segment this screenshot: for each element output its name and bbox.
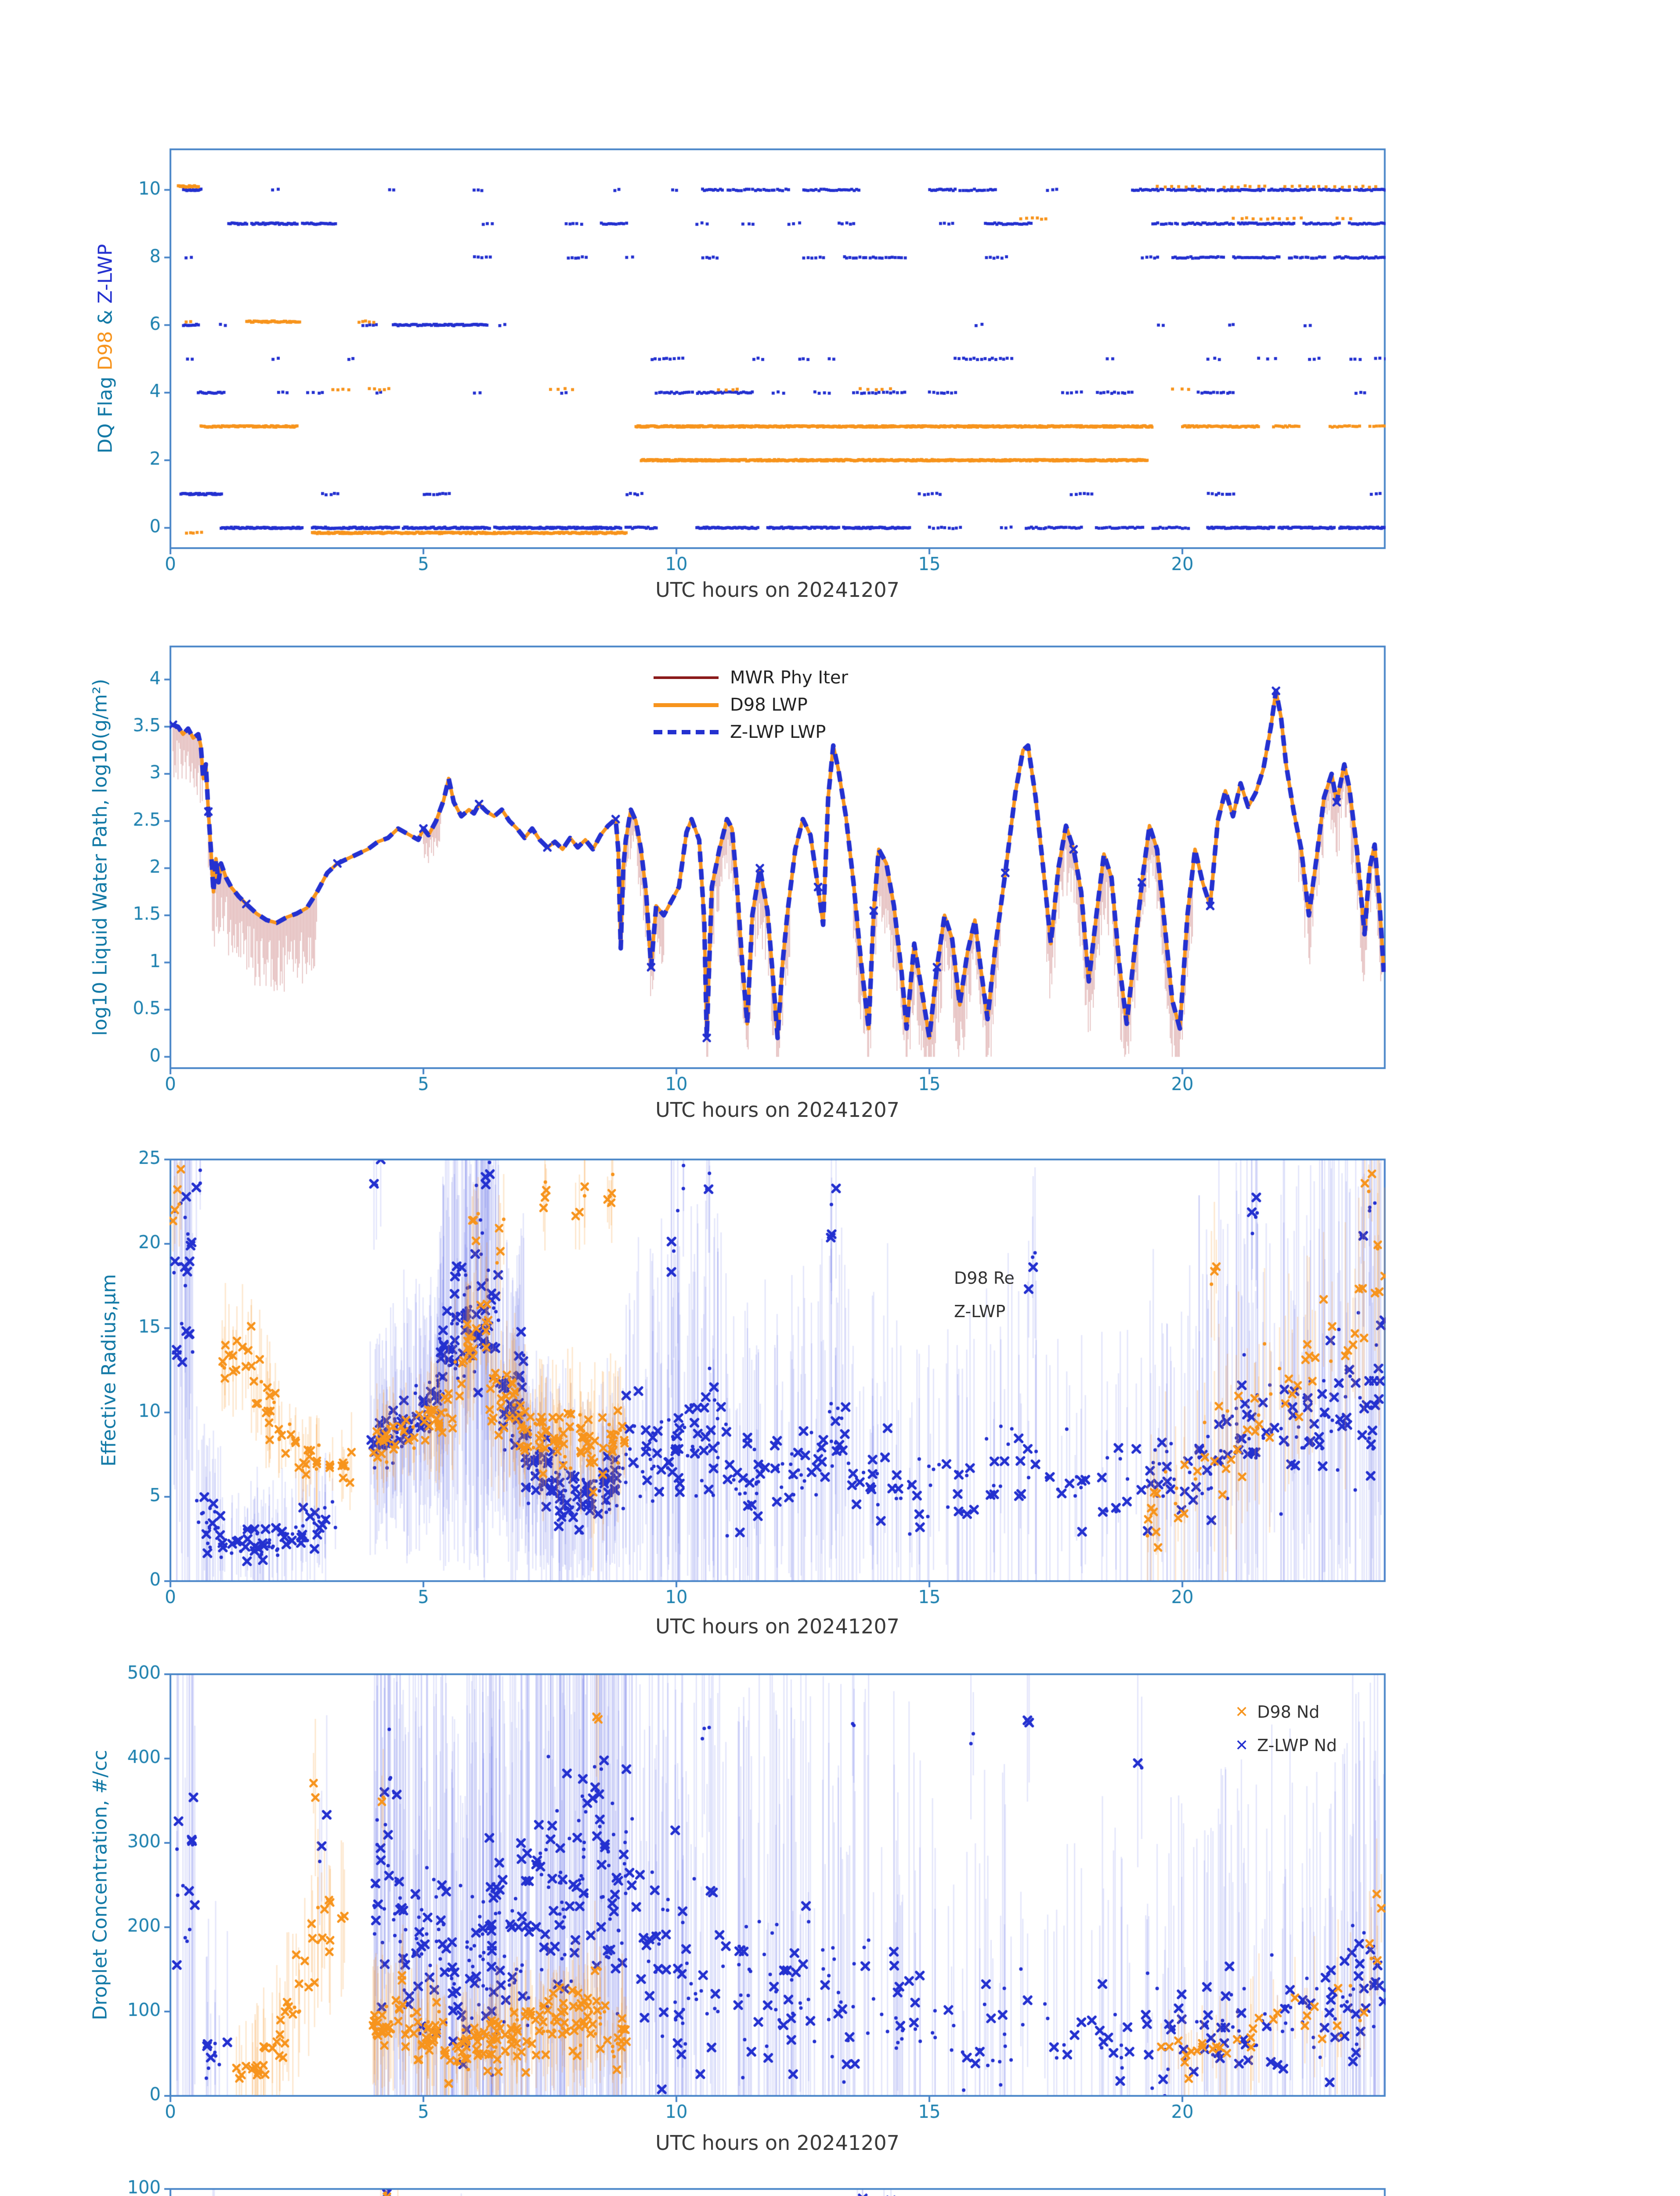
- x-axis-label-panel1: UTC hours on 20241207: [655, 578, 900, 602]
- ylabel-part-amp: &: [94, 303, 117, 331]
- legend-row-mwr: MWR Phy Iter: [654, 664, 848, 691]
- zlwp-line-swatch-icon: [654, 730, 719, 734]
- annotation-label-d98-nd: D98 Nd: [1257, 1702, 1320, 1722]
- annotation-row-zlwp-nd: ✕ Z-LWP Nd: [1235, 1729, 1337, 1762]
- mwr-line-swatch-icon: [654, 676, 719, 679]
- legend-label-mwr: MWR Phy Iter: [730, 668, 848, 688]
- y-axis-label-droplet-concentration: Droplet Concentration, #/cc: [89, 1750, 112, 2020]
- annotation-row-d98-nd: ✕ D98 Nd: [1235, 1695, 1337, 1729]
- y-axis-label-lwp: log10 Liquid Water Path, log10(g/m²): [89, 679, 112, 1036]
- annotation-label-zlwp-re: Z-LWP: [954, 1302, 1006, 1321]
- legend-row-d98: D98 LWP: [654, 691, 848, 719]
- annotation-label-d98-re: D98 Re: [954, 1268, 1015, 1288]
- effective-radius-annotation: D98 Re Z-LWP: [954, 1261, 1015, 1328]
- annotation-label-zlwp-nd: Z-LWP Nd: [1257, 1736, 1337, 1755]
- annotation-row-d98-re: D98 Re: [954, 1261, 1015, 1295]
- x-axis-label-panel2: UTC hours on 20241207: [655, 1098, 900, 1122]
- y-axis-label-dq-flag: DQ Flag D98 & Z-LWP: [94, 244, 117, 454]
- annotation-row-zlwp-re: Z-LWP: [954, 1295, 1015, 1328]
- legend-row-zlwp: Z-LWP LWP: [654, 719, 848, 746]
- lwp-legend: MWR Phy Iter D98 LWP Z-LWP LWP: [654, 664, 848, 746]
- ylabel-part-dq: DQ Flag: [94, 370, 117, 454]
- blue-x-marker-icon: ✕: [1235, 1736, 1249, 1755]
- legend-label-d98: D98 LWP: [730, 695, 808, 715]
- ylabel-part-d98: D98: [94, 331, 117, 371]
- x-axis-label-panel4: UTC hours on 20241207: [655, 2131, 900, 2155]
- x-axis-label-panel3: UTC hours on 20241207: [655, 1614, 900, 1638]
- orange-x-marker-icon: ✕: [1235, 1703, 1249, 1721]
- y-axis-label-effective-radius: Effective Radius,μm: [98, 1274, 120, 1467]
- d98-line-swatch-icon: [654, 703, 719, 707]
- legend-label-zlwp: Z-LWP LWP: [730, 722, 826, 742]
- droplet-concentration-annotation: ✕ D98 Nd ✕ Z-LWP Nd: [1235, 1695, 1337, 1762]
- ylabel-part-zlwp: Z-LWP: [94, 244, 117, 304]
